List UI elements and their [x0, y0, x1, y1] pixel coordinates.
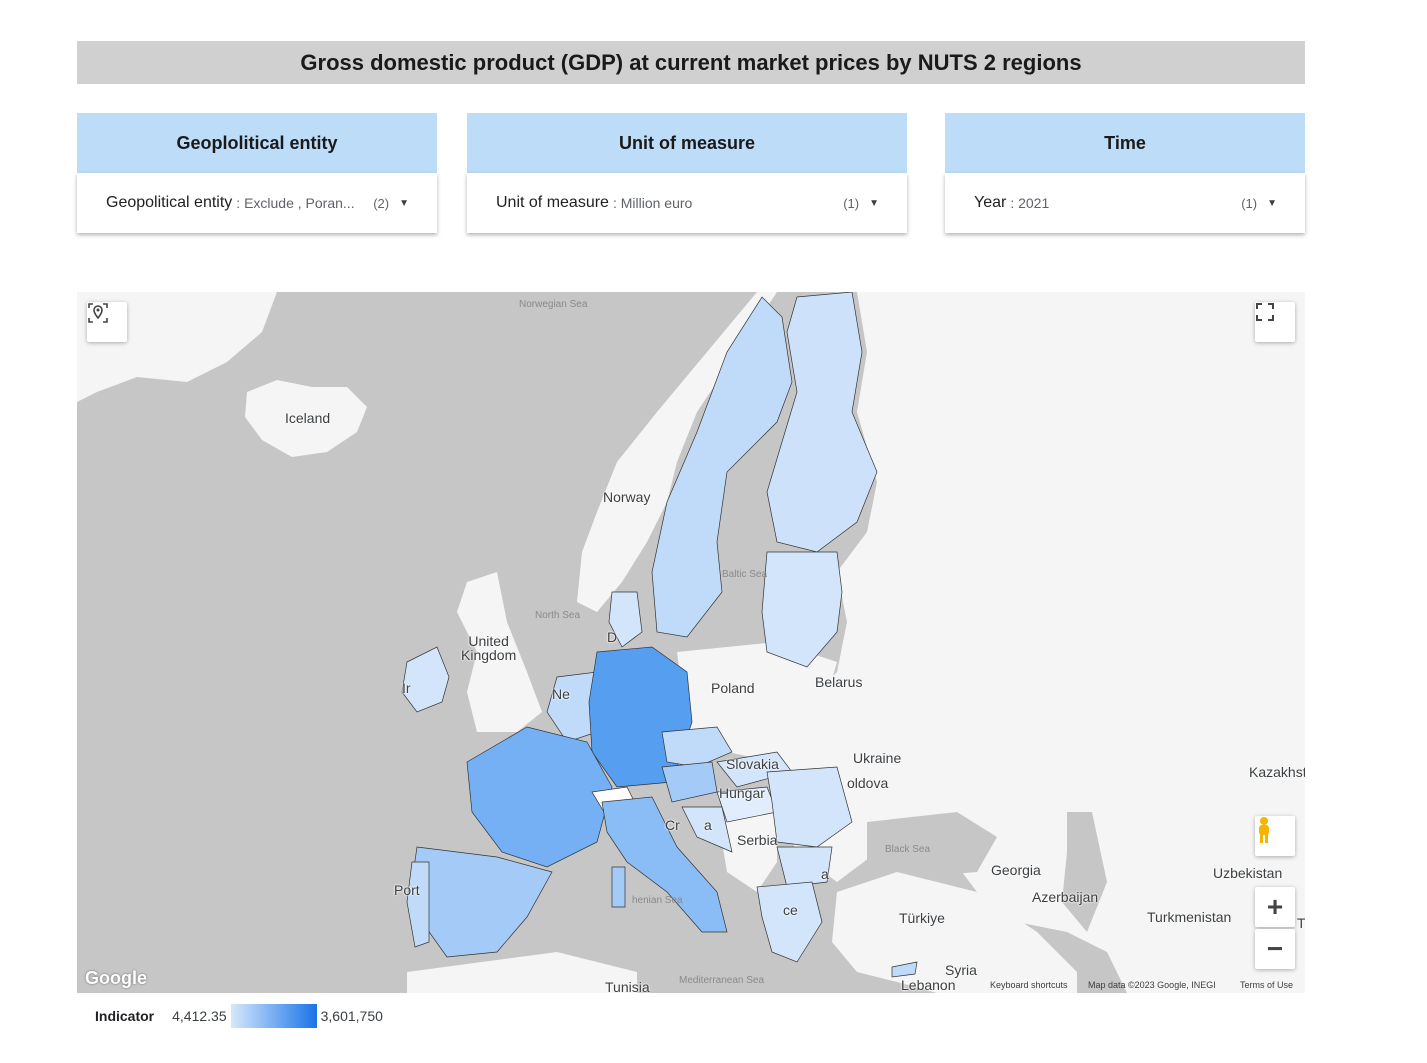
label-t-edge: T	[1297, 915, 1305, 931]
dropdown-label: Geopolitical entity	[106, 194, 233, 211]
black-sea	[867, 812, 997, 877]
legend-max: 3,601,750	[320, 1008, 383, 1024]
report-title: Gross domestic product (GDP) at current …	[77, 41, 1305, 84]
label-iceland: Iceland	[285, 410, 331, 426]
choropleth-map[interactable]: Iceland Norway United Kingdom Poland Bel…	[77, 292, 1305, 993]
google-logo[interactable]: Google	[85, 968, 147, 988]
map-data-attribution: Map data ©2023 Google, INEGI	[1088, 980, 1216, 990]
france-region	[466, 726, 613, 868]
map-canvas[interactable]	[77, 292, 1305, 993]
label-slovakia: Slovakia	[726, 756, 779, 772]
label-uzbekistan: Uzbekistan	[1213, 865, 1283, 881]
label-azerbaijan: Azerbaijan	[1032, 889, 1099, 905]
legend-min: 4,412.35	[172, 1008, 227, 1024]
dropdown-arrow-icon: ▼	[399, 197, 409, 209]
denmark-region	[608, 591, 643, 648]
filter-header: Geoplolitical entity	[77, 113, 437, 173]
uk-land	[457, 572, 542, 732]
filter-geopolitical-entity: Geoplolitical entity Geopolitical entity…	[77, 113, 437, 233]
locate-icon[interactable]	[87, 302, 127, 342]
greece-region	[756, 881, 823, 963]
label-moldova: oldova	[847, 775, 889, 791]
time-dropdown[interactable]: Year : 2021 (1) ▼	[945, 173, 1305, 233]
filter-header: Unit of measure	[467, 113, 907, 173]
label-serbia: Serbia	[737, 832, 778, 848]
greenland-land	[77, 292, 277, 402]
label-united-kingdom: United Kingdom	[461, 633, 517, 663]
filter-time: Time Year : 2021 (1) ▼	[945, 113, 1305, 233]
dropdown-value: : Million euro	[612, 195, 693, 211]
fullscreen-icon[interactable]	[1255, 302, 1295, 342]
eastern-land	[757, 292, 1305, 993]
selection-count: (2)	[373, 195, 390, 211]
label-ireland: Ir	[402, 680, 411, 696]
unit-of-measure-dropdown[interactable]: Unit of measure : Million euro (1) ▼	[467, 173, 907, 233]
label-kazakhstan: Kazakhst	[1249, 764, 1305, 780]
croatia-region	[681, 806, 733, 853]
label-norwegian-sea: Norwegian Sea	[519, 299, 588, 310]
caspian-sea	[1062, 812, 1107, 932]
label-black-sea: Black Sea	[885, 844, 931, 855]
keyboard-shortcuts-link[interactable]: Keyboard shortcuts	[990, 980, 1068, 990]
label-norway: Norway	[603, 489, 651, 505]
label-ukraine: Ukraine	[853, 750, 902, 766]
selection-count: (1)	[843, 195, 860, 211]
benelux-region	[546, 671, 598, 743]
north-africa-land	[407, 952, 637, 993]
baltic-states-region	[761, 551, 843, 668]
sweden-region	[651, 296, 793, 638]
geopolitical-entity-dropdown[interactable]: Geopolitical entity : Exclude , Poran...…	[77, 173, 437, 233]
label-netherlands: Ne	[552, 686, 570, 702]
sardinia-region	[611, 866, 626, 908]
label-hungary: Hungar	[719, 785, 765, 801]
cyprus-region	[891, 961, 918, 978]
label-poland: Poland	[711, 680, 755, 696]
label-north-sea: North Sea	[535, 610, 581, 621]
label-turkmenistan: Turkmenistan	[1147, 909, 1232, 925]
zoom-out-button[interactable]: −	[1255, 929, 1295, 969]
dropdown-label: Unit of measure	[496, 194, 609, 211]
label-bosnia: a	[704, 817, 712, 833]
label-bulgaria: a	[821, 866, 829, 882]
iceland-land	[245, 380, 367, 457]
dropdown-arrow-icon: ▼	[1267, 197, 1277, 209]
filter-unit-of-measure: Unit of measure Unit of measure : Millio…	[467, 113, 907, 233]
label-lebanon: Lebanon	[901, 977, 956, 993]
zoom-in-button[interactable]: +	[1255, 887, 1295, 927]
label-tyrrhenian-sea: henian Sea	[632, 895, 683, 906]
spain-region	[411, 846, 553, 958]
czechia-region	[661, 726, 733, 768]
dropdown-value: : Exclude , Poran...	[236, 195, 355, 211]
label-baltic-sea: Baltic Sea	[722, 569, 768, 580]
label-croatia: Cr	[665, 817, 680, 833]
selection-count: (1)	[1241, 195, 1258, 211]
label-turkiye: Türkiye	[899, 910, 945, 926]
label-georgia: Georgia	[991, 862, 1041, 878]
label-syria: Syria	[945, 962, 977, 978]
label-denmark: D	[607, 629, 618, 645]
filter-header: Time	[945, 113, 1305, 173]
ireland-region	[401, 646, 450, 713]
color-legend: Indicator 4,412.35 3,601,750	[95, 1003, 383, 1029]
dropdown-label: Year	[974, 194, 1007, 211]
terms-of-use-link[interactable]: Terms of Use	[1240, 980, 1294, 990]
label-mediterranean-sea: Mediterranean Sea	[679, 975, 765, 986]
street-view-pegman-icon[interactable]	[1255, 816, 1295, 856]
dropdown-value: : 2021	[1010, 195, 1050, 211]
legend-title: Indicator	[95, 1008, 155, 1024]
dropdown-arrow-icon: ▼	[869, 197, 879, 209]
label-tunisia: Tunisia	[605, 979, 650, 993]
portugal-region	[406, 861, 430, 948]
turkiye-land	[832, 872, 1077, 993]
bulgaria-region	[776, 846, 833, 888]
italy-region	[601, 796, 728, 933]
label-greece: ce	[783, 902, 798, 918]
label-belarus: Belarus	[815, 674, 863, 690]
austria-region	[661, 761, 718, 803]
legend-gradient	[230, 1004, 317, 1028]
balkans-land	[717, 802, 777, 892]
label-portugal: Port	[394, 882, 420, 898]
norway-land	[577, 292, 777, 612]
